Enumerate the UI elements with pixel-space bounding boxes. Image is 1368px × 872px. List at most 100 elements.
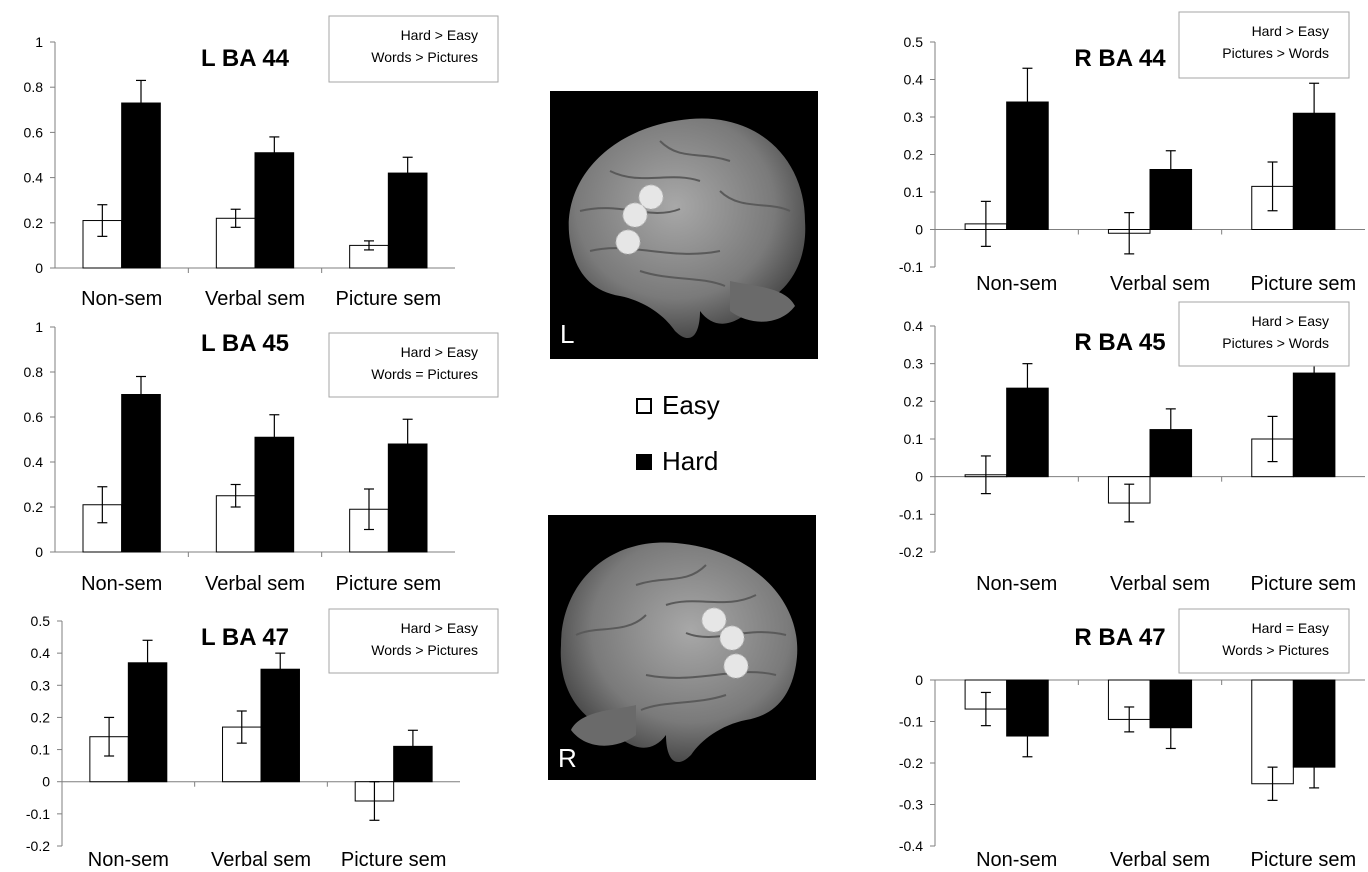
y-tick-label: -0.3 bbox=[899, 797, 923, 813]
bar-hard bbox=[260, 668, 300, 783]
annotation-text: Words > Pictures bbox=[1222, 642, 1329, 658]
bar-hard bbox=[121, 394, 161, 553]
roi-marker-ba44 bbox=[701, 607, 727, 633]
chart-title: L BA 45 bbox=[201, 330, 289, 357]
bar-hard bbox=[127, 662, 168, 783]
legend-swatch-easy bbox=[636, 398, 652, 414]
chart-panel: 0 0.2 0.4 0.6 0.8 1 Non-sem Verbal sem Picture s… bbox=[24, 15, 499, 310]
category-label: Verbal sem bbox=[1110, 273, 1210, 295]
annotation-box bbox=[328, 608, 499, 674]
y-tick-label: 0.4 bbox=[24, 170, 44, 186]
annotation-text: Hard > Easy bbox=[1252, 23, 1329, 39]
chart-title: R BA 44 bbox=[1074, 45, 1166, 72]
category-label: Picture sem bbox=[336, 288, 442, 310]
y-tick-label: 0.3 bbox=[31, 677, 51, 693]
y-tick-label: 0.5 bbox=[904, 34, 924, 50]
cerebellum-shape bbox=[571, 705, 636, 746]
brain-image-left: L bbox=[550, 91, 818, 359]
category-label: Non-sem bbox=[976, 273, 1057, 295]
right-hemisphere-render bbox=[560, 542, 798, 763]
y-tick-label: 0.2 bbox=[24, 499, 44, 515]
annotation-box bbox=[1178, 608, 1350, 674]
category-label: Picture sem bbox=[341, 849, 447, 871]
y-tick-label: 0.6 bbox=[24, 409, 44, 425]
category-label: Picture sem bbox=[1251, 573, 1357, 595]
annotation-text: Hard > Easy bbox=[401, 27, 478, 43]
hemisphere-label: R bbox=[558, 743, 577, 773]
y-tick-label: -0.2 bbox=[899, 544, 923, 560]
annotation-box bbox=[328, 332, 499, 398]
y-tick-label: -0.1 bbox=[26, 806, 50, 822]
y-tick-label: 0.2 bbox=[904, 393, 924, 409]
chart-panel: 0 0.2 0.4 0.6 0.8 1 Non-sem Verbal sem Picture s… bbox=[24, 319, 499, 595]
y-tick-label: 0.3 bbox=[904, 109, 924, 125]
y-tick-label: 0.1 bbox=[904, 431, 924, 447]
category-label: Verbal sem bbox=[205, 573, 305, 595]
roi-marker-ba47 bbox=[723, 653, 749, 679]
roi-marker-ba45 bbox=[622, 202, 648, 228]
brain-image-right: R bbox=[548, 515, 816, 780]
y-tick-label: 0.2 bbox=[31, 709, 51, 725]
y-tick-label: 0 bbox=[915, 672, 923, 688]
annotation-text: Pictures > Words bbox=[1222, 335, 1329, 351]
y-tick-label: 0.1 bbox=[31, 742, 51, 758]
category-label: Non-sem bbox=[81, 288, 162, 310]
annotation-text: Words = Pictures bbox=[371, 366, 478, 382]
y-tick-label: 0.5 bbox=[31, 613, 51, 629]
legend-label-easy: Easy bbox=[662, 390, 720, 420]
annotation-text: Words > Pictures bbox=[371, 49, 478, 65]
roi-marker-ba45 bbox=[719, 625, 745, 651]
category-label: Non-sem bbox=[88, 849, 169, 871]
y-tick-label: 0.4 bbox=[24, 454, 44, 470]
y-tick-label: 0.2 bbox=[904, 147, 924, 163]
legend-swatch-hard bbox=[636, 454, 652, 470]
cortex-shape bbox=[568, 118, 806, 339]
y-tick-label: 0.8 bbox=[24, 364, 44, 380]
bar-hard bbox=[254, 152, 295, 269]
category-label: Non-sem bbox=[976, 849, 1057, 871]
hemisphere-label: L bbox=[560, 319, 575, 349]
roi-marker-ba47 bbox=[615, 229, 641, 255]
category-label: Picture sem bbox=[1251, 273, 1357, 295]
legend-label-hard: Hard bbox=[662, 446, 719, 476]
category-label: Verbal sem bbox=[205, 288, 305, 310]
left-hemisphere-render bbox=[568, 118, 806, 339]
y-tick-label: -0.1 bbox=[899, 714, 923, 730]
chart-panel: -0.2 -0.1 0 0.1 0.2 0.3 0.4 0.5 Non-sem Verbal se… bbox=[26, 608, 499, 871]
chart-panel: -0.4 -0.3 -0.2 -0.1 0 Non-sem Verbal sem Pictur… bbox=[899, 608, 1365, 871]
y-tick-label: 0 bbox=[42, 774, 50, 790]
annotation-text: Words > Pictures bbox=[371, 642, 478, 658]
category-label: Verbal sem bbox=[1110, 573, 1210, 595]
bar-easy bbox=[82, 220, 123, 269]
chart-title: L BA 44 bbox=[201, 45, 290, 72]
y-tick-label: -0.1 bbox=[899, 259, 923, 275]
chart-title: R BA 45 bbox=[1074, 329, 1165, 356]
bar-easy bbox=[1251, 679, 1294, 785]
annotation-box bbox=[1178, 301, 1350, 367]
annotation-text: Pictures > Words bbox=[1222, 45, 1329, 61]
y-tick-label: 0.4 bbox=[31, 645, 51, 661]
annotation-text: Hard > Easy bbox=[1252, 313, 1329, 329]
bar-hard bbox=[121, 102, 161, 269]
annotation-box bbox=[1178, 11, 1350, 79]
y-tick-label: 0.1 bbox=[904, 184, 924, 200]
annotation-text: Hard = Easy bbox=[1252, 620, 1329, 636]
chart-title: L BA 47 bbox=[201, 624, 289, 651]
category-label: Verbal sem bbox=[1110, 849, 1210, 871]
y-tick-label: -0.2 bbox=[26, 838, 50, 854]
chart-title: R BA 47 bbox=[1074, 624, 1165, 651]
y-tick-label: -0.4 bbox=[899, 838, 923, 854]
category-label: Verbal sem bbox=[211, 849, 311, 871]
roi-marker-ba44 bbox=[638, 184, 664, 210]
y-tick-label: -0.1 bbox=[899, 506, 923, 522]
y-tick-label: -0.2 bbox=[899, 755, 923, 771]
category-label: Picture sem bbox=[1251, 849, 1357, 871]
annotation-text: Hard > Easy bbox=[401, 620, 478, 636]
category-label: Non-sem bbox=[976, 573, 1057, 595]
y-tick-label: 0 bbox=[35, 260, 43, 276]
y-tick-label: 0 bbox=[35, 544, 43, 560]
y-tick-label: 0 bbox=[915, 469, 923, 485]
annotation-text: Hard > Easy bbox=[401, 344, 478, 360]
y-tick-label: 0.6 bbox=[24, 124, 44, 140]
